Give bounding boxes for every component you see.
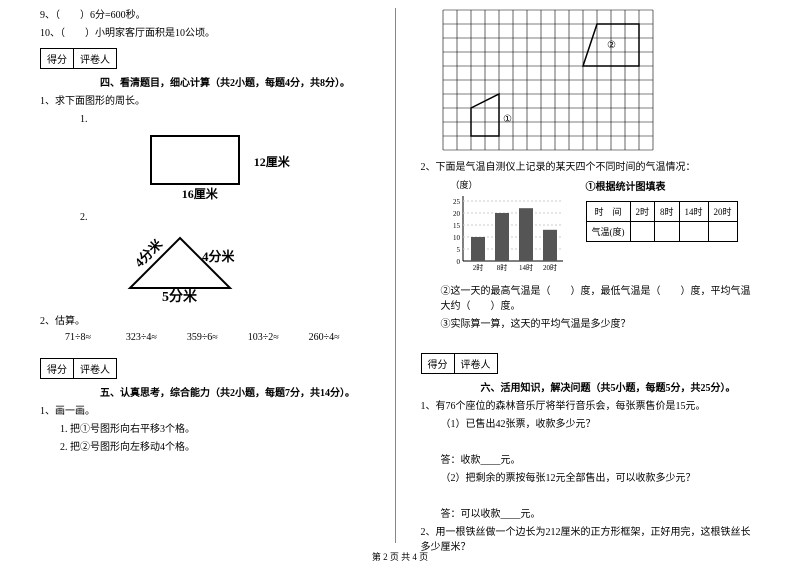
grader-label: 评卷人 (74, 49, 116, 68)
calc-4: 103÷2≈ (248, 332, 309, 343)
section-4-title: 四、看清题目，细心计算（共2小题，每题4分，共8分）。 (40, 76, 380, 91)
s5-q1-2: 2. 把②号图形向左移动4个格。 (60, 440, 380, 455)
y-axis-label: （度） (451, 178, 571, 191)
calc-5: 260÷4≈ (309, 332, 370, 343)
tri-right-label: 4分米 (202, 249, 236, 264)
th-2: 2时 (630, 202, 655, 222)
calc-row: 71÷8≈ 323÷4≈ 359÷6≈ 103÷2≈ 260÷4≈ (65, 332, 370, 343)
svg-text:5: 5 (456, 246, 460, 254)
s6-q1: 1、有76个座位的森林音乐厅将举行音乐会，每张票售价是15元。 (421, 399, 761, 414)
tri-bottom-label: 5分米 (162, 288, 198, 303)
triangle-svg: 4分米 4分米 5分米 (120, 233, 260, 303)
s5-q2: 2、下面是气温自测仪上记录的某天四个不同时间的气温情况： (421, 160, 761, 175)
score-label: 得分 (422, 354, 455, 373)
th-8: 8时 (655, 202, 680, 222)
th-time: 时 间 (586, 202, 630, 222)
score-box: 得分 评卷人 (40, 48, 117, 69)
tri-left-label: 4分米 (132, 236, 166, 270)
s5-q2-3: ③实际算一算，这天的平均气温是多少度？ (441, 317, 761, 332)
table-row: 气温(度) (586, 222, 737, 242)
s6-ans1: 答：收款____元。 (441, 453, 761, 468)
score-label: 得分 (41, 49, 74, 68)
svg-text:8时: 8时 (496, 263, 507, 272)
svg-text:2时: 2时 (472, 263, 483, 272)
score-label: 得分 (41, 359, 74, 378)
svg-text:②: ② (607, 40, 616, 51)
rect-bottom-label: 16厘米 (120, 185, 280, 202)
s4-q1-1: 1. (80, 112, 380, 127)
svg-text:20时: 20时 (543, 263, 557, 272)
translation-grid: ①② (441, 8, 655, 152)
svg-text:15: 15 (453, 222, 461, 230)
td-temp: 气温(度) (586, 222, 630, 242)
svg-text:10: 10 (453, 234, 461, 242)
svg-text:①: ① (503, 114, 512, 125)
question-10: 10、（ ）小明家客厅面积是10公顷。 (40, 26, 380, 41)
s6-ans2: 答：可以收款____元。 (441, 507, 761, 522)
rect-right-label: 12厘米 (254, 153, 290, 170)
rectangle-figure: 12厘米 16厘米 (140, 135, 280, 202)
right-column: ①② 2、下面是气温自测仪上记录的某天四个不同时间的气温情况： （度） 2520… (416, 8, 761, 543)
bar-chart-svg: 25 20 15 10 5 0 2时 8时 14时 20时 (441, 191, 571, 276)
calc-3: 359÷6≈ (187, 332, 248, 343)
svg-text:0: 0 (456, 258, 460, 266)
chart-left: （度） 25 20 15 10 5 0 2时 8时 14时 20时 (441, 178, 571, 279)
s5-q1-1: 1. 把①号图形向右平移3个格。 (60, 422, 380, 437)
page-footer: 第 2 页 共 4 页 (0, 550, 800, 563)
s6-q1-1: （1）已售出42张票，收款多少元？ (441, 417, 761, 432)
s4-q1-2: 2. (80, 210, 380, 225)
grader-label: 评卷人 (74, 359, 116, 378)
th-14: 14时 (679, 202, 708, 222)
section-5-title: 五、认真思考，综合能力（共2小题，每题7分，共14分）。 (40, 386, 380, 401)
td-blank (679, 222, 708, 242)
triangle-figure: 4分米 4分米 5分米 (120, 233, 270, 306)
svg-text:14时: 14时 (519, 263, 533, 272)
svg-text:25: 25 (453, 198, 461, 206)
question-9: 9、（ ）6分=600秒。 (40, 8, 380, 23)
bar-chart-area: （度） 25201510502时8时14时20时 ①根据统计图填表 时 间 2时… (441, 178, 761, 279)
stat-table: 时 间 2时 8时 14时 20时 气温(度) (586, 201, 738, 242)
td-blank (708, 222, 737, 242)
s5-q2-2: ②这一天的最高气温是（ ）度，最低气温是（ ）度，平均气温大约（ ）度。 (441, 284, 761, 314)
s4-q1: 1、求下面图形的周长。 (40, 94, 380, 109)
score-box-3: 得分 评卷人 (421, 353, 498, 374)
left-column: 9、（ ）6分=600秒。 10、（ ）小明家客厅面积是10公顷。 得分 评卷人… (40, 8, 396, 543)
section-6-title: 六、活用知识，解决问题（共5小题，每题5分，共25分）。 (421, 381, 761, 396)
th-20: 20时 (708, 202, 737, 222)
calc-1: 71÷8≈ (65, 332, 126, 343)
calc-2: 323÷4≈ (126, 332, 187, 343)
score-box-2: 得分 评卷人 (40, 358, 117, 379)
s4-q2: 2、估算。 (40, 314, 380, 329)
td-blank (655, 222, 680, 242)
s5-q1: 1、画一画。 (40, 404, 380, 419)
chart-right: ①根据统计图填表 时 间 2时 8时 14时 20时 气温(度) (586, 178, 738, 242)
table-row: 时 间 2时 8时 14时 20时 (586, 202, 737, 222)
td-blank (630, 222, 655, 242)
grader-label: 评卷人 (455, 354, 497, 373)
svg-text:20: 20 (453, 210, 461, 218)
table-title: ①根据统计图填表 (586, 178, 738, 193)
s6-q1-2: （2）把剩余的票按每张12元全部售出，可以收款多少元？ (441, 471, 761, 486)
